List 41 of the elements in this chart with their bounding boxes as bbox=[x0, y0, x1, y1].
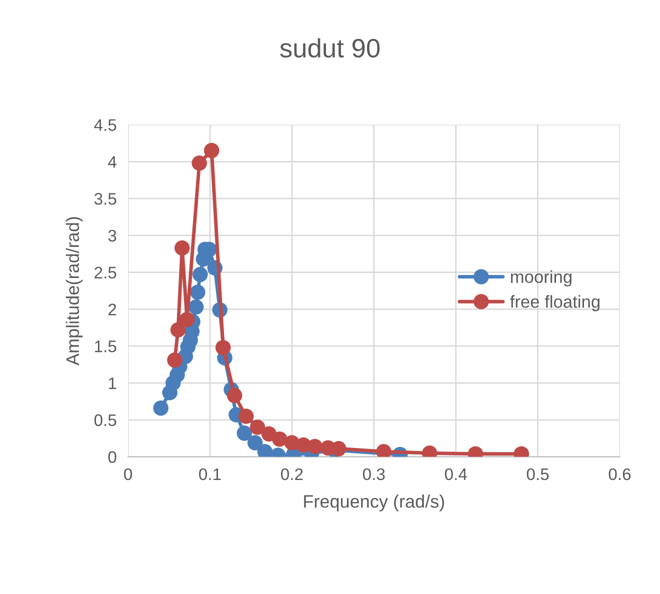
y-tick-label: 0.5 bbox=[94, 414, 116, 426]
y-axis-title: Amplitude(rad/rad) bbox=[66, 217, 83, 366]
y-tick-label: 4.5 bbox=[94, 119, 116, 131]
chart-title: sudut 90 bbox=[280, 38, 380, 58]
y-tick-label: 1.5 bbox=[95, 340, 116, 352]
point bbox=[238, 408, 254, 424]
point bbox=[204, 142, 220, 158]
x-tick-label: 0.1 bbox=[199, 468, 221, 480]
point bbox=[307, 438, 323, 454]
point bbox=[250, 420, 266, 435]
point bbox=[247, 435, 263, 450]
point bbox=[167, 352, 182, 368]
point bbox=[170, 322, 186, 338]
y-tick-label: 4 bbox=[108, 156, 116, 168]
y-tick-label: 2 bbox=[108, 304, 116, 316]
x-tick-label: 0.6 bbox=[608, 468, 631, 480]
x-tick-label: 0.5 bbox=[526, 468, 549, 480]
point bbox=[188, 299, 204, 315]
point bbox=[192, 155, 207, 171]
point bbox=[226, 388, 242, 404]
point bbox=[236, 426, 252, 441]
x-tick-label: 0.3 bbox=[362, 468, 385, 480]
point bbox=[153, 400, 168, 416]
point bbox=[272, 431, 288, 447]
y-tick-label: 1 bbox=[108, 378, 116, 390]
point bbox=[179, 312, 195, 328]
x-tick-label: 0 bbox=[124, 468, 132, 480]
x-tick-label: 0.2 bbox=[281, 468, 303, 480]
y-tick-label: 3.5 bbox=[94, 192, 116, 205]
point bbox=[174, 240, 190, 256]
point bbox=[331, 441, 346, 456]
legend-label: free floating bbox=[510, 295, 600, 312]
x-axis-title: Frequency (rad/s) bbox=[304, 494, 444, 512]
point bbox=[215, 340, 231, 356]
point bbox=[190, 284, 206, 300]
y-tick-label: 0 bbox=[108, 451, 116, 463]
x-tick-label: 0.4 bbox=[444, 468, 467, 480]
point bbox=[192, 266, 208, 282]
legend-label: mooring bbox=[511, 270, 572, 286]
y-tick-label: 2.5 bbox=[94, 266, 116, 279]
y-tick-label: 3 bbox=[108, 230, 116, 242]
